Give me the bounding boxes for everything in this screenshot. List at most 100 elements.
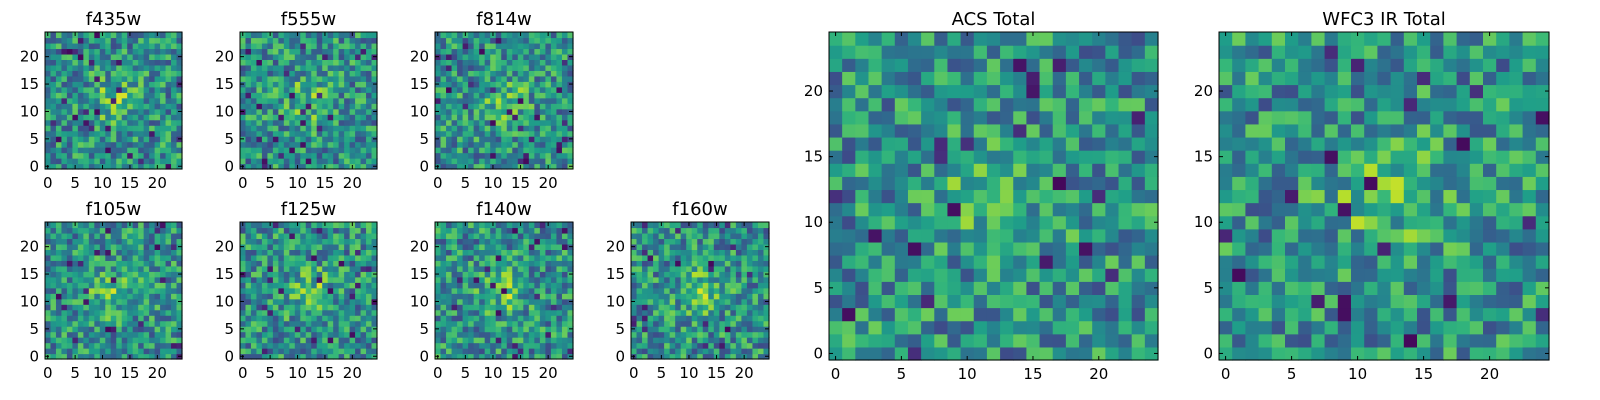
heatmap-cell — [829, 268, 843, 282]
heatmap-cell — [479, 260, 486, 267]
heatmap-cell — [550, 108, 558, 115]
heatmap-cell — [490, 136, 497, 143]
heatmap-cell — [61, 232, 68, 240]
heatmap-cell — [322, 70, 329, 77]
heatmap-cell — [256, 309, 263, 316]
heatmap-cell — [344, 147, 351, 154]
heatmap-cell — [138, 353, 145, 360]
heatmap-cell — [327, 158, 334, 165]
heatmap-cell — [539, 81, 546, 88]
heatmap-cell — [512, 227, 519, 234]
heatmap-cell — [440, 260, 447, 267]
heatmap-cell — [121, 81, 128, 88]
heatmap-cell — [829, 176, 843, 191]
heatmap-cell — [934, 215, 949, 230]
heatmap-cell — [55, 342, 63, 349]
heatmap-cell — [261, 243, 268, 250]
heatmap-cell — [523, 298, 530, 305]
heatmap-cell — [110, 326, 117, 333]
heatmap-cell — [446, 37, 453, 44]
heatmap-cell — [468, 353, 475, 360]
heatmap-cell — [691, 309, 698, 316]
heatmap-cell — [322, 64, 329, 71]
heatmap-cell — [366, 136, 373, 143]
heatmap-cell — [77, 287, 84, 294]
heatmap-cell — [468, 141, 475, 148]
heatmap-cell — [1052, 189, 1067, 204]
heatmap-cell — [294, 81, 301, 88]
heatmap-cell — [550, 59, 558, 66]
heatmap-cell — [653, 271, 660, 278]
heatmap-cell — [77, 309, 84, 316]
heatmap-cell — [528, 353, 535, 360]
heatmap-cell — [868, 333, 883, 348]
heatmap-cell — [256, 331, 263, 338]
heatmap-cell — [160, 232, 167, 240]
heatmap-cell — [371, 309, 378, 316]
heatmap-cell — [1026, 294, 1041, 309]
heatmap-cell — [176, 32, 183, 39]
heatmap-cell — [702, 337, 709, 344]
x-tick-label: 10 — [288, 174, 307, 192]
heatmap-cell — [105, 86, 112, 93]
heatmap-cell — [176, 37, 183, 44]
heatmap-cell — [855, 255, 870, 269]
heatmap-cell — [556, 287, 563, 294]
heatmap-cell — [1052, 294, 1067, 309]
heatmap-cell — [556, 53, 563, 60]
heatmap-cell — [1013, 228, 1027, 243]
heatmap-cell — [550, 331, 558, 338]
heatmap-cell — [105, 304, 112, 311]
heatmap-cell — [171, 158, 178, 165]
heatmap-cell — [121, 287, 128, 294]
heatmap-cell — [61, 337, 68, 344]
heatmap-cell — [165, 265, 172, 272]
heatmap-cell — [550, 227, 558, 234]
heatmap-cell — [763, 348, 770, 355]
heatmap-cell — [366, 108, 373, 115]
heatmap-cell — [473, 342, 480, 349]
heatmap-cell — [446, 86, 453, 93]
heatmap-cell — [50, 293, 57, 300]
heatmap-cell — [88, 331, 95, 338]
heatmap-cell — [894, 202, 909, 217]
heatmap-cell — [829, 346, 843, 361]
heatmap-cell — [349, 320, 356, 327]
heatmap-cell — [735, 260, 742, 267]
heatmap-cell — [631, 309, 638, 316]
heatmap-cell — [746, 320, 754, 327]
heatmap-cell — [55, 315, 63, 322]
heatmap-cell — [517, 331, 524, 338]
heatmap-cell — [435, 70, 442, 77]
heatmap-cell — [1013, 241, 1027, 256]
heatmap-cell — [435, 130, 442, 137]
heatmap-cell — [316, 326, 323, 333]
heatmap-cell — [240, 276, 247, 283]
heatmap-cell — [240, 92, 247, 99]
heatmap-cell — [283, 130, 290, 137]
heatmap-cell — [305, 232, 312, 240]
heatmap-cell — [708, 254, 715, 261]
heatmap-cell — [50, 53, 57, 60]
heatmap-cell — [757, 348, 765, 355]
heatmap-cell — [473, 152, 480, 159]
heatmap-cell — [528, 70, 535, 77]
heatmap-cell — [300, 108, 307, 115]
heatmap-cell — [473, 86, 480, 93]
heatmap-cell — [457, 243, 464, 250]
heatmap-cell — [647, 243, 654, 250]
heatmap-cell — [327, 130, 334, 137]
heatmap-cell — [327, 304, 334, 311]
heatmap-cell — [960, 202, 975, 217]
heatmap-cell — [490, 70, 497, 77]
heatmap-cell — [490, 53, 497, 60]
heatmap-cell — [550, 260, 558, 267]
heatmap-cell — [267, 37, 274, 44]
heatmap-cell — [240, 114, 247, 121]
heatmap-cell — [636, 271, 643, 278]
heatmap-cell — [272, 53, 279, 60]
heatmap-cell — [440, 222, 447, 229]
heatmap-cell — [730, 309, 737, 316]
heatmap-cell — [83, 130, 90, 137]
heatmap-cell — [680, 298, 687, 305]
